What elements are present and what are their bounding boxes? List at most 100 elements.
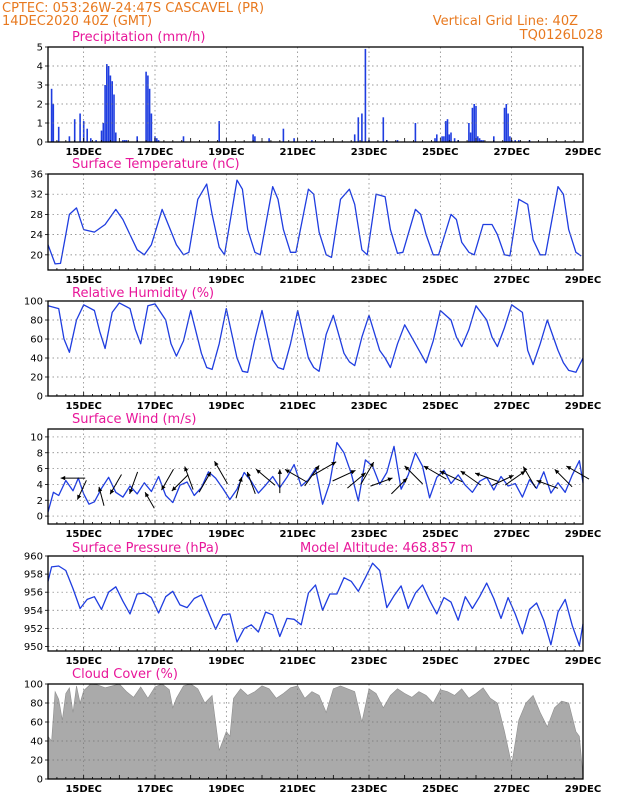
wind-arrow bbox=[491, 474, 514, 486]
wind-arrow-head bbox=[171, 486, 177, 491]
wind-arrow-head bbox=[285, 469, 290, 474]
y-tick-label: 20 bbox=[30, 756, 43, 767]
y-tick-label: 32 bbox=[30, 190, 43, 201]
wind-arrow bbox=[304, 465, 320, 487]
wind-arrow bbox=[60, 475, 86, 481]
wind-arrow bbox=[370, 477, 393, 487]
y-tick-label: 952 bbox=[24, 624, 43, 635]
x-tick-label: 29DEC bbox=[565, 529, 601, 540]
precip-bar bbox=[123, 140, 126, 142]
x-tick-label: 25DEC bbox=[422, 656, 458, 667]
x-tick-label: 23DEC bbox=[351, 275, 387, 286]
y-tick-label: 8 bbox=[37, 448, 43, 459]
y-tick-label: 24 bbox=[30, 230, 43, 241]
x-tick-label: 27DEC bbox=[493, 529, 529, 540]
precip-bar bbox=[157, 140, 160, 142]
x-tick-label: 29DEC bbox=[565, 784, 601, 795]
y-tick-label: 60 bbox=[30, 335, 43, 346]
wind-arrow bbox=[312, 461, 337, 476]
y-tick-label: 4 bbox=[37, 62, 43, 73]
precip-bar bbox=[293, 138, 295, 142]
x-tick-label: 15DEC bbox=[65, 656, 101, 667]
x-tick-label: 19DEC bbox=[208, 784, 244, 795]
y-tick-label: 100 bbox=[24, 297, 43, 308]
wind-arrow-head bbox=[350, 470, 356, 475]
x-tick-label: 17DEC bbox=[137, 275, 173, 286]
y-tick-label: 36 bbox=[30, 170, 43, 181]
x-tick-label: 25DEC bbox=[422, 784, 458, 795]
model-altitude-label: Model Altitude: 468.857 m bbox=[300, 541, 473, 556]
wind-arrow bbox=[76, 480, 87, 500]
precip-bar bbox=[95, 140, 97, 142]
precip-bar bbox=[136, 136, 138, 142]
y-tick-label: 80 bbox=[30, 316, 43, 327]
precip-bar bbox=[311, 140, 313, 142]
precip-bar bbox=[480, 140, 483, 142]
x-tick-label: 21DEC bbox=[279, 656, 315, 667]
precip-bar bbox=[477, 136, 479, 142]
header-datetime: 14DEC2020 40Z (GMT) bbox=[2, 14, 152, 29]
y-tick-label: 3 bbox=[37, 81, 43, 92]
x-tick-label: 23DEC bbox=[351, 656, 387, 667]
y-tick-label: 6 bbox=[37, 464, 43, 475]
x-tick-label: 27DEC bbox=[493, 147, 529, 158]
precip-bar bbox=[482, 140, 484, 142]
x-tick-label: 23DEC bbox=[351, 147, 387, 158]
y-tick-label: 80 bbox=[30, 699, 43, 710]
header-station: CPTEC: 053:26W-24:47S CASCAVEL (PR) bbox=[2, 1, 264, 16]
y-tick-label: 0 bbox=[37, 392, 43, 403]
wind-panel: Surface Wind (m/s) 0 2 4 6 8 10 15DEC 17DEC 19DEC… bbox=[30, 412, 601, 540]
x-tick-label: 29DEC bbox=[565, 401, 601, 412]
precip-bar bbox=[414, 123, 417, 142]
precip-bar bbox=[382, 117, 385, 142]
wind-arrow-head bbox=[238, 477, 243, 482]
wind-arrow bbox=[391, 477, 408, 495]
pressure-panel: Surface Pressure (hPa) Model Altitude: 4… bbox=[24, 541, 601, 667]
wind-title: Surface Wind (m/s) bbox=[72, 412, 196, 427]
x-tick-label: 17DEC bbox=[137, 529, 173, 540]
precip-bar bbox=[436, 134, 438, 142]
wind-arrow-head bbox=[331, 461, 337, 466]
wind-arrow-head bbox=[145, 492, 150, 498]
x-tick-label: 15DEC bbox=[65, 529, 101, 540]
precip-bar bbox=[115, 132, 117, 142]
y-tick-label: 0 bbox=[37, 775, 43, 786]
y-tick-label: 0 bbox=[37, 138, 43, 149]
wind-frame bbox=[47, 428, 584, 525]
wind-arrow-head bbox=[206, 471, 211, 477]
precip-bar bbox=[478, 138, 481, 142]
x-tick-label: 27DEC bbox=[493, 275, 529, 286]
y-tick-label: 20 bbox=[30, 373, 43, 384]
precip-frame bbox=[47, 46, 584, 143]
wind-arrow-head bbox=[60, 475, 66, 481]
humidity-panel: Relative Humidity (%) 0 20 40 60 80 100 15DEC 17… bbox=[24, 286, 601, 412]
x-tick-label: 29DEC bbox=[565, 656, 601, 667]
header-grid-line: Vertical Grid Line: 40Z bbox=[433, 14, 578, 29]
precip-bar bbox=[104, 85, 106, 142]
wind-arrow-head bbox=[360, 472, 366, 478]
humidity-line bbox=[47, 302, 584, 373]
wind-arrow-head bbox=[460, 471, 466, 476]
x-tick-label: 19DEC bbox=[208, 401, 244, 412]
temperature-frame bbox=[47, 173, 584, 271]
y-tick-label: 100 bbox=[24, 680, 43, 691]
precip-bar bbox=[268, 138, 270, 142]
cloud-panel: Cloud Cover (%) 0 20 40 60 80 100 15DEC 17DEC 19D… bbox=[24, 667, 601, 795]
precip-bar bbox=[102, 123, 105, 142]
x-tick-label: 19DEC bbox=[208, 147, 244, 158]
precip-bar bbox=[282, 128, 285, 142]
wind-arrow-head bbox=[369, 462, 374, 468]
precip-bar bbox=[473, 104, 475, 142]
wind-arrow-head bbox=[523, 466, 528, 472]
precip-bar bbox=[122, 140, 124, 142]
x-tick-label: 25DEC bbox=[422, 275, 458, 286]
wind-arrow bbox=[536, 480, 559, 489]
precip-bar bbox=[441, 136, 443, 142]
wind-arrow-head bbox=[536, 480, 542, 485]
pressure-title: Surface Pressure (hPa) bbox=[72, 541, 219, 556]
precip-bar bbox=[82, 121, 85, 142]
precip-bar bbox=[505, 104, 508, 142]
precip-panel: Precipitation (mm/h) 0 1 2 3 4 5 15DEC 17DEC 19DE… bbox=[37, 30, 602, 158]
x-tick-label: 15DEC bbox=[65, 401, 101, 412]
wind-arrow bbox=[460, 470, 481, 486]
